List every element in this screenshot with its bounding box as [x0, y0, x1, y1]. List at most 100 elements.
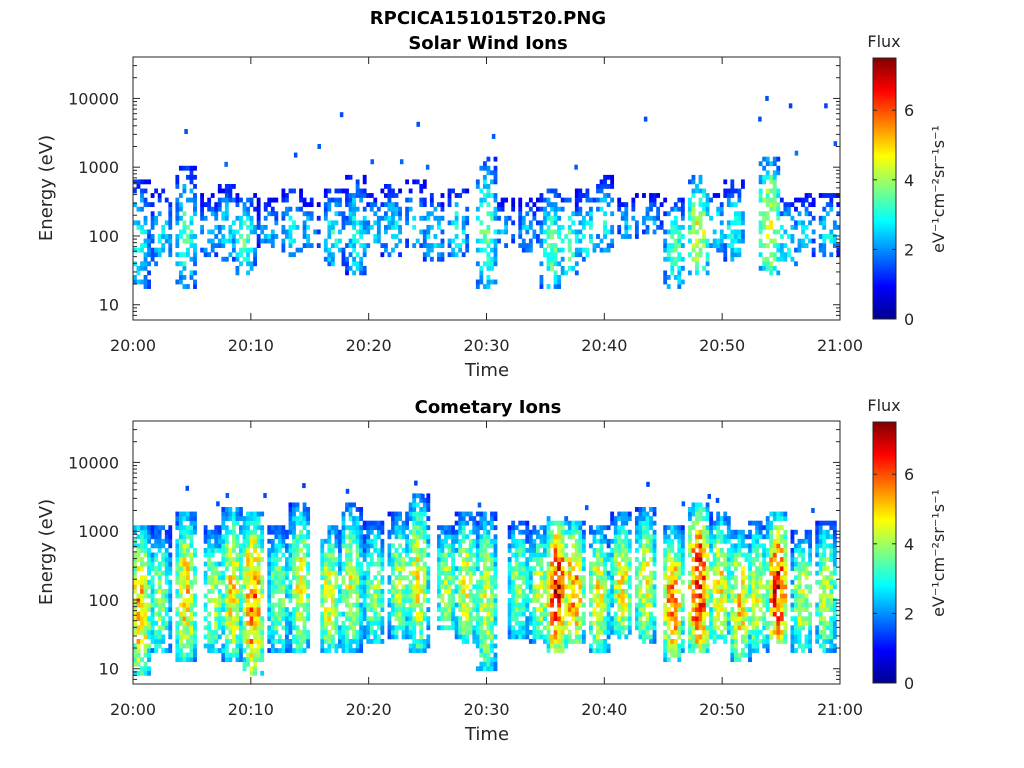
heatmap-cell	[546, 598, 551, 603]
heatmap-cell	[546, 252, 551, 258]
heatmap-cell	[306, 639, 311, 644]
heatmap-cell	[779, 247, 784, 253]
heatmap-cell	[193, 247, 197, 253]
heatmap-cell	[596, 634, 600, 640]
heatmap-cell	[553, 643, 558, 649]
heatmap-cell	[327, 552, 332, 558]
heatmap-cell	[267, 238, 272, 244]
heatmap-cell	[479, 538, 484, 544]
heatmap-cell	[242, 211, 247, 217]
heatmap-cell	[398, 602, 402, 608]
heatmap-cell	[178, 584, 183, 590]
heatmap-cell	[242, 534, 247, 540]
heatmap-cell	[352, 243, 357, 248]
heatmap-cell	[256, 607, 261, 612]
heatmap-cell	[398, 616, 402, 622]
heatmap-cell	[543, 634, 547, 640]
heatmap-cell	[440, 202, 445, 208]
heatmap-cell	[691, 229, 696, 235]
heatmap-cell	[330, 557, 335, 562]
heatmap-cell	[493, 557, 498, 562]
heatmap-cell	[231, 629, 236, 635]
heatmap-cell	[585, 211, 590, 217]
heatmap-cell	[482, 511, 487, 517]
heatmap-cell	[666, 275, 671, 280]
heatmap-cell	[649, 602, 653, 608]
heatmap-cell	[769, 179, 774, 185]
heatmap-cell	[235, 193, 240, 198]
heatmap-cell	[270, 543, 275, 549]
heatmap-cell	[652, 616, 657, 622]
heatmap-cell	[362, 193, 367, 198]
heatmap-cell	[716, 211, 721, 217]
heatmap-cell	[366, 520, 371, 526]
heatmap-cell	[376, 639, 381, 644]
heatmap-cell	[564, 598, 569, 603]
heatmap-cell	[288, 252, 293, 258]
heatmap-cell	[571, 575, 576, 581]
heatmap-cell	[730, 238, 735, 244]
heatmap-cell	[702, 202, 706, 208]
heatmap-cell	[175, 243, 180, 248]
heatmap-cell	[642, 229, 646, 235]
heatmap-cell	[175, 611, 180, 617]
heatmap-cell	[666, 247, 671, 253]
heatmap-cell	[638, 629, 643, 635]
heatmap-cell	[267, 575, 272, 581]
heatmap-cell	[412, 634, 417, 640]
heatmap-cell	[178, 657, 183, 663]
heatmap-cell	[553, 634, 558, 640]
heatmap-cell	[394, 575, 399, 581]
heatmap-cell	[362, 174, 367, 180]
heatmap-cell	[567, 215, 572, 221]
heatmap-cell	[822, 193, 827, 198]
heatmap-cell	[613, 538, 618, 544]
heatmap-cell	[465, 602, 470, 608]
heatmap-cell	[394, 520, 399, 526]
heatmap-cell	[688, 639, 692, 644]
heatmap-cell	[482, 634, 487, 640]
heatmap-cell	[217, 616, 222, 622]
heatmap-cell	[762, 174, 767, 180]
heatmap-cell	[359, 543, 364, 549]
heatmap-cell	[617, 602, 622, 608]
heatmap-cell	[352, 197, 357, 203]
heatmap-cell	[355, 620, 360, 626]
heatmap-cell	[373, 616, 378, 622]
heatmap-cell	[578, 634, 583, 640]
heatmap-cell	[168, 252, 173, 258]
heatmap-cell	[437, 561, 441, 567]
heatmap-cell	[535, 607, 540, 612]
heatmap-cell	[398, 211, 402, 217]
heatmap-cell	[627, 616, 632, 622]
heatmap-cell	[133, 525, 137, 531]
heatmap-cell	[140, 534, 144, 540]
heatmap-cell	[352, 534, 357, 540]
heatmap-cell	[285, 561, 289, 567]
heatmap-cell	[475, 557, 480, 562]
heatmap-cell	[493, 229, 498, 235]
heatmap-cell	[267, 557, 272, 562]
heatmap-cell	[589, 602, 593, 608]
heatmap-cell	[458, 538, 463, 544]
heatmap-cell	[419, 188, 424, 194]
heatmap-cell	[486, 261, 491, 267]
heatmap-cell	[627, 607, 632, 612]
heatmap-cell	[136, 206, 141, 212]
heatmap-cell	[458, 629, 463, 635]
heatmap-cell	[691, 188, 696, 194]
heatmap-cell	[652, 193, 657, 198]
heatmap-cell	[178, 511, 183, 517]
heatmap-cell	[507, 616, 512, 622]
heatmap-cell	[677, 625, 682, 631]
heatmap-cell	[634, 220, 639, 226]
heatmap-cell	[147, 234, 151, 239]
heatmap-cell	[769, 261, 774, 267]
heatmap-cell	[408, 538, 413, 544]
heatmap-cell	[596, 616, 600, 622]
heatmap-cell	[482, 552, 487, 558]
heatmap-cell	[472, 529, 477, 535]
heatmap-cell	[231, 616, 236, 622]
heatmap-cell	[376, 570, 381, 576]
heatmap-cell	[783, 202, 788, 208]
